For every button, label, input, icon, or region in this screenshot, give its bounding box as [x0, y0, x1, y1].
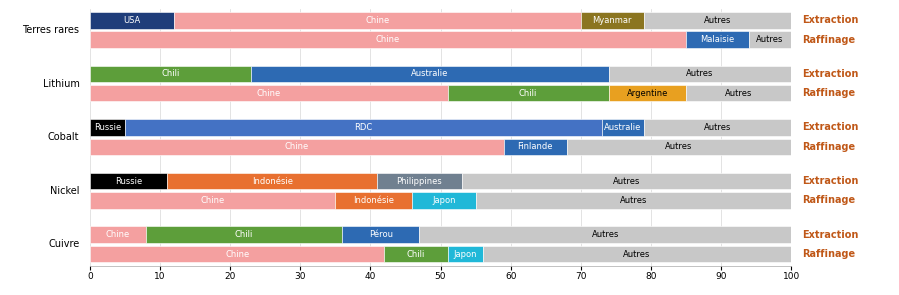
Bar — [503, 139, 566, 155]
Text: Chine: Chine — [200, 196, 225, 205]
Bar — [686, 32, 749, 48]
Text: RDC: RDC — [354, 123, 372, 132]
Text: Extraction: Extraction — [802, 69, 858, 79]
Text: Argentine: Argentine — [627, 89, 668, 98]
Text: USA: USA — [123, 16, 140, 25]
Text: Indonésie: Indonésie — [353, 196, 395, 205]
Text: Malaisie: Malaisie — [700, 35, 734, 44]
Text: Myanmar: Myanmar — [592, 16, 632, 25]
Text: Chine: Chine — [376, 35, 400, 44]
Bar — [686, 85, 791, 101]
Text: Philippines: Philippines — [396, 177, 442, 186]
Text: Chine: Chine — [365, 16, 389, 25]
Text: Autres: Autres — [612, 177, 640, 186]
Text: Autres: Autres — [665, 142, 692, 151]
Text: Cobalt: Cobalt — [48, 132, 79, 142]
Bar — [581, 12, 644, 29]
Text: Nickel: Nickel — [49, 186, 79, 196]
Bar — [90, 246, 385, 262]
Bar — [609, 66, 791, 82]
Text: Japon: Japon — [432, 196, 456, 205]
Text: Indonésie: Indonésie — [252, 177, 293, 186]
Bar — [448, 246, 483, 262]
Bar — [90, 12, 174, 29]
Bar — [90, 32, 686, 48]
Text: Autres: Autres — [623, 250, 651, 258]
Text: Raffinage: Raffinage — [802, 35, 855, 45]
Text: Chine: Chine — [106, 230, 130, 239]
Bar — [601, 119, 644, 136]
Bar — [90, 66, 251, 82]
Text: Raffinage: Raffinage — [802, 196, 855, 205]
Text: Cuivre: Cuivre — [49, 239, 79, 249]
Bar — [413, 192, 476, 209]
Bar — [167, 173, 378, 189]
Text: Chili: Chili — [519, 89, 538, 98]
Bar — [378, 173, 461, 189]
Text: Pérou: Pérou — [369, 230, 393, 239]
Text: Autres: Autres — [592, 230, 619, 239]
Text: Japon: Japon — [453, 250, 476, 258]
Text: Russie: Russie — [93, 123, 121, 132]
Bar — [174, 12, 581, 29]
Text: Autres: Autres — [686, 69, 714, 78]
Bar — [343, 227, 420, 243]
Bar — [335, 192, 413, 209]
Bar — [251, 66, 609, 82]
Bar — [90, 119, 125, 136]
Text: Australie: Australie — [412, 69, 449, 78]
Text: Autres: Autres — [704, 16, 731, 25]
Bar — [385, 246, 448, 262]
Text: Russie: Russie — [115, 177, 142, 186]
Bar — [566, 139, 791, 155]
Bar — [146, 227, 343, 243]
Text: Extraction: Extraction — [802, 122, 858, 132]
Text: Raffinage: Raffinage — [802, 88, 855, 98]
Text: Autres: Autres — [725, 89, 752, 98]
Bar — [461, 173, 791, 189]
Bar — [90, 192, 335, 209]
Text: Terres rares: Terres rares — [22, 25, 79, 35]
Text: Extraction: Extraction — [802, 176, 858, 186]
Bar — [749, 32, 791, 48]
Text: Autres: Autres — [619, 196, 647, 205]
Bar — [90, 85, 448, 101]
Bar — [644, 12, 791, 29]
Text: Australie: Australie — [604, 123, 642, 132]
Text: Chine: Chine — [225, 250, 249, 258]
Text: Extraction: Extraction — [802, 15, 858, 25]
Bar — [448, 85, 609, 101]
Text: Chili: Chili — [406, 250, 425, 258]
Bar — [420, 227, 791, 243]
Bar — [609, 85, 686, 101]
Bar — [483, 246, 791, 262]
Text: Extraction: Extraction — [802, 230, 858, 240]
Text: Finlande: Finlande — [518, 142, 553, 151]
Text: Chili: Chili — [235, 230, 254, 239]
Bar — [90, 173, 167, 189]
Text: Lithium: Lithium — [42, 78, 79, 88]
Text: Chine: Chine — [256, 89, 280, 98]
Bar — [90, 227, 146, 243]
Text: Autres: Autres — [756, 35, 784, 44]
Text: Chili: Chili — [161, 69, 180, 78]
Text: Raffinage: Raffinage — [802, 249, 855, 259]
Text: Chine: Chine — [285, 142, 309, 151]
Bar — [644, 119, 791, 136]
Bar — [476, 192, 791, 209]
Bar — [125, 119, 601, 136]
Bar — [90, 139, 503, 155]
Text: Raffinage: Raffinage — [802, 142, 855, 152]
Text: Autres: Autres — [704, 123, 731, 132]
